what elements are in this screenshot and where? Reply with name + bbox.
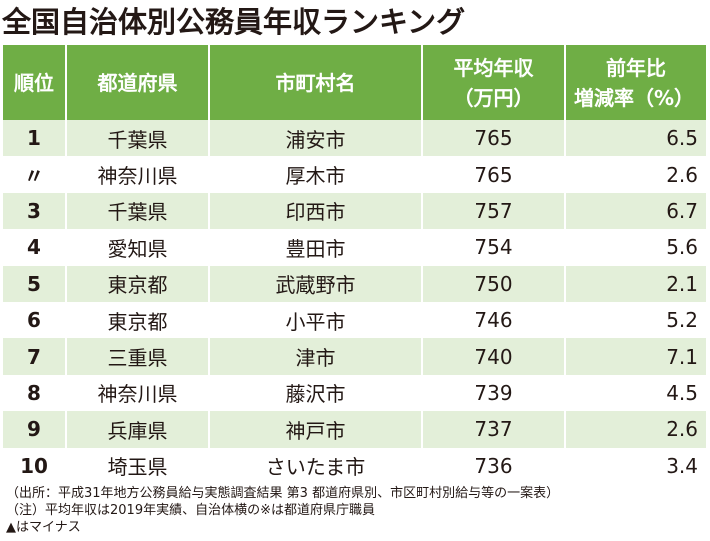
cell-rank: 8 <box>3 374 67 412</box>
cell-city: 津市 <box>209 338 423 375</box>
cell-prefecture: 兵庫県 <box>66 411 210 448</box>
footnote-source: （出所：平成31年地方公務員給与実態調査結果 第3 都道府県別、市区町村別給与等… <box>6 486 560 501</box>
table-body: 1 千葉県 浦安市 765 6.5 〃神奈川県 厚木市 765 2.6 3 千葉県 印西市 757 6.7… <box>3 120 706 484</box>
cell-yoy-change: 6.5 <box>565 120 706 157</box>
header-yoy-change: 前年比 増減率（%） <box>565 45 706 120</box>
cell-prefecture: 埼玉県 <box>66 447 210 484</box>
cell-yoy-change: 2.1 <box>565 265 706 302</box>
table-header-row: 順位 都道府県 市町村名 平均年収 （万円） 前年比 増減率（%） <box>3 45 706 120</box>
header-yoy-change-line1: 前年比 <box>606 55 666 80</box>
cell-rank: 7 <box>3 338 67 375</box>
cell-avg-income: 754 <box>422 229 566 266</box>
ranking-table: 順位 都道府県 市町村名 平均年収 （万円） 前年比 増減率（%） 1 千葉県 浦安… <box>3 45 706 484</box>
table-header: 順位 都道府県 市町村名 平均年収 （万円） 前年比 増減率（%） <box>3 45 706 120</box>
cell-avg-income: 757 <box>422 192 566 230</box>
header-prefecture-label: 都道府県 <box>97 70 178 95</box>
table-row: 5 東京都 武蔵野市 750 2.1 <box>3 265 706 302</box>
cell-prefecture: 千葉県 <box>66 120 210 157</box>
table-row: 8 神奈川県 藤沢市 739 4.5 <box>3 374 706 412</box>
cell-yoy-change: 7.1 <box>565 338 706 375</box>
cell-yoy-change: 3.4 <box>565 447 706 484</box>
table-row: 1 千葉県 浦安市 765 6.5 <box>3 120 706 157</box>
cell-avg-income: 750 <box>422 265 566 302</box>
cell-prefecture: 三重県 <box>66 338 210 375</box>
cell-avg-income: 739 <box>422 374 566 412</box>
cell-rank: 5 <box>3 265 67 302</box>
page-title: 全国自治体別公務員年収ランキング <box>2 5 466 39</box>
footnotes: （出所：平成31年地方公務員給与実態調査結果 第3 都道府県別、市区町村別給与等… <box>6 485 559 536</box>
table-row: 10 埼玉県 さいたま市 736 3.4 <box>3 447 706 484</box>
cell-avg-income: 736 <box>422 447 566 484</box>
cell-yoy-change: 2.6 <box>565 156 706 193</box>
footnote-minus-legend: ▲はマイナス <box>6 520 81 535</box>
cell-prefecture: 東京都 <box>66 301 210 339</box>
cell-rank: 3 <box>3 192 67 230</box>
header-city-label: 市町村名 <box>275 70 356 95</box>
cell-yoy-change: 5.2 <box>565 301 706 339</box>
header-prefecture: 都道府県 <box>66 45 210 120</box>
cell-yoy-change: 6.7 <box>565 192 706 230</box>
cell-rank: 1 <box>3 120 67 157</box>
cell-yoy-change: 5.6 <box>565 229 706 266</box>
table-row: 〃神奈川県 厚木市 765 2.6 <box>3 156 706 193</box>
header-yoy-change-line2: 増減率（%） <box>574 85 695 110</box>
cell-avg-income: 765 <box>422 156 566 193</box>
cell-city: 小平市 <box>209 301 423 339</box>
header-avg-income-line2: （万円） <box>453 85 534 110</box>
cell-prefecture: 愛知県 <box>66 229 210 266</box>
cell-rank: 〃 <box>3 156 67 193</box>
cell-yoy-change: 2.6 <box>565 411 706 448</box>
header-rank: 順位 <box>3 45 67 120</box>
cell-rank: 9 <box>3 411 67 448</box>
cell-rank: 6 <box>3 301 67 339</box>
cell-prefecture: 東京都 <box>66 265 210 302</box>
cell-prefecture: 千葉県 <box>66 192 210 230</box>
cell-yoy-change: 4.5 <box>565 374 706 412</box>
header-rank-label: 順位 <box>14 70 54 95</box>
cell-avg-income: 740 <box>422 338 566 375</box>
cell-city: 藤沢市 <box>209 374 423 412</box>
cell-city: 武蔵野市 <box>209 265 423 302</box>
cell-city: 豊田市 <box>209 229 423 266</box>
cell-city: 印西市 <box>209 192 423 230</box>
table-row: 4 愛知県 豊田市 754 5.6 <box>3 229 706 266</box>
cell-prefecture: 神奈川県 <box>66 374 210 412</box>
cell-avg-income: 765 <box>422 120 566 157</box>
header-avg-income: 平均年収 （万円） <box>422 45 566 120</box>
table-row: 9 兵庫県 神戸市 737 2.6 <box>3 411 706 448</box>
header-avg-income-line1: 平均年収 <box>453 55 534 80</box>
table-row: 7 三重県 津市 740 7.1 <box>3 338 706 375</box>
table-row: 3 千葉県 印西市 757 6.7 <box>3 192 706 230</box>
cell-city: 神戸市 <box>209 411 423 448</box>
cell-avg-income: 746 <box>422 301 566 339</box>
table-row: 6 東京都 小平市 746 5.2 <box>3 301 706 339</box>
footnote-remark: （注）平均年収は2019年実績、自治体横の※は都道府県庁職員 <box>6 503 375 518</box>
header-city: 市町村名 <box>209 45 423 120</box>
cell-avg-income: 737 <box>422 411 566 448</box>
cell-rank: 10 <box>3 447 67 484</box>
cell-city: 浦安市 <box>209 120 423 157</box>
cell-city: 厚木市 <box>209 156 423 193</box>
cell-rank: 4 <box>3 229 67 266</box>
cell-city: さいたま市 <box>209 447 423 484</box>
cell-prefecture: 神奈川県 <box>66 156 210 193</box>
